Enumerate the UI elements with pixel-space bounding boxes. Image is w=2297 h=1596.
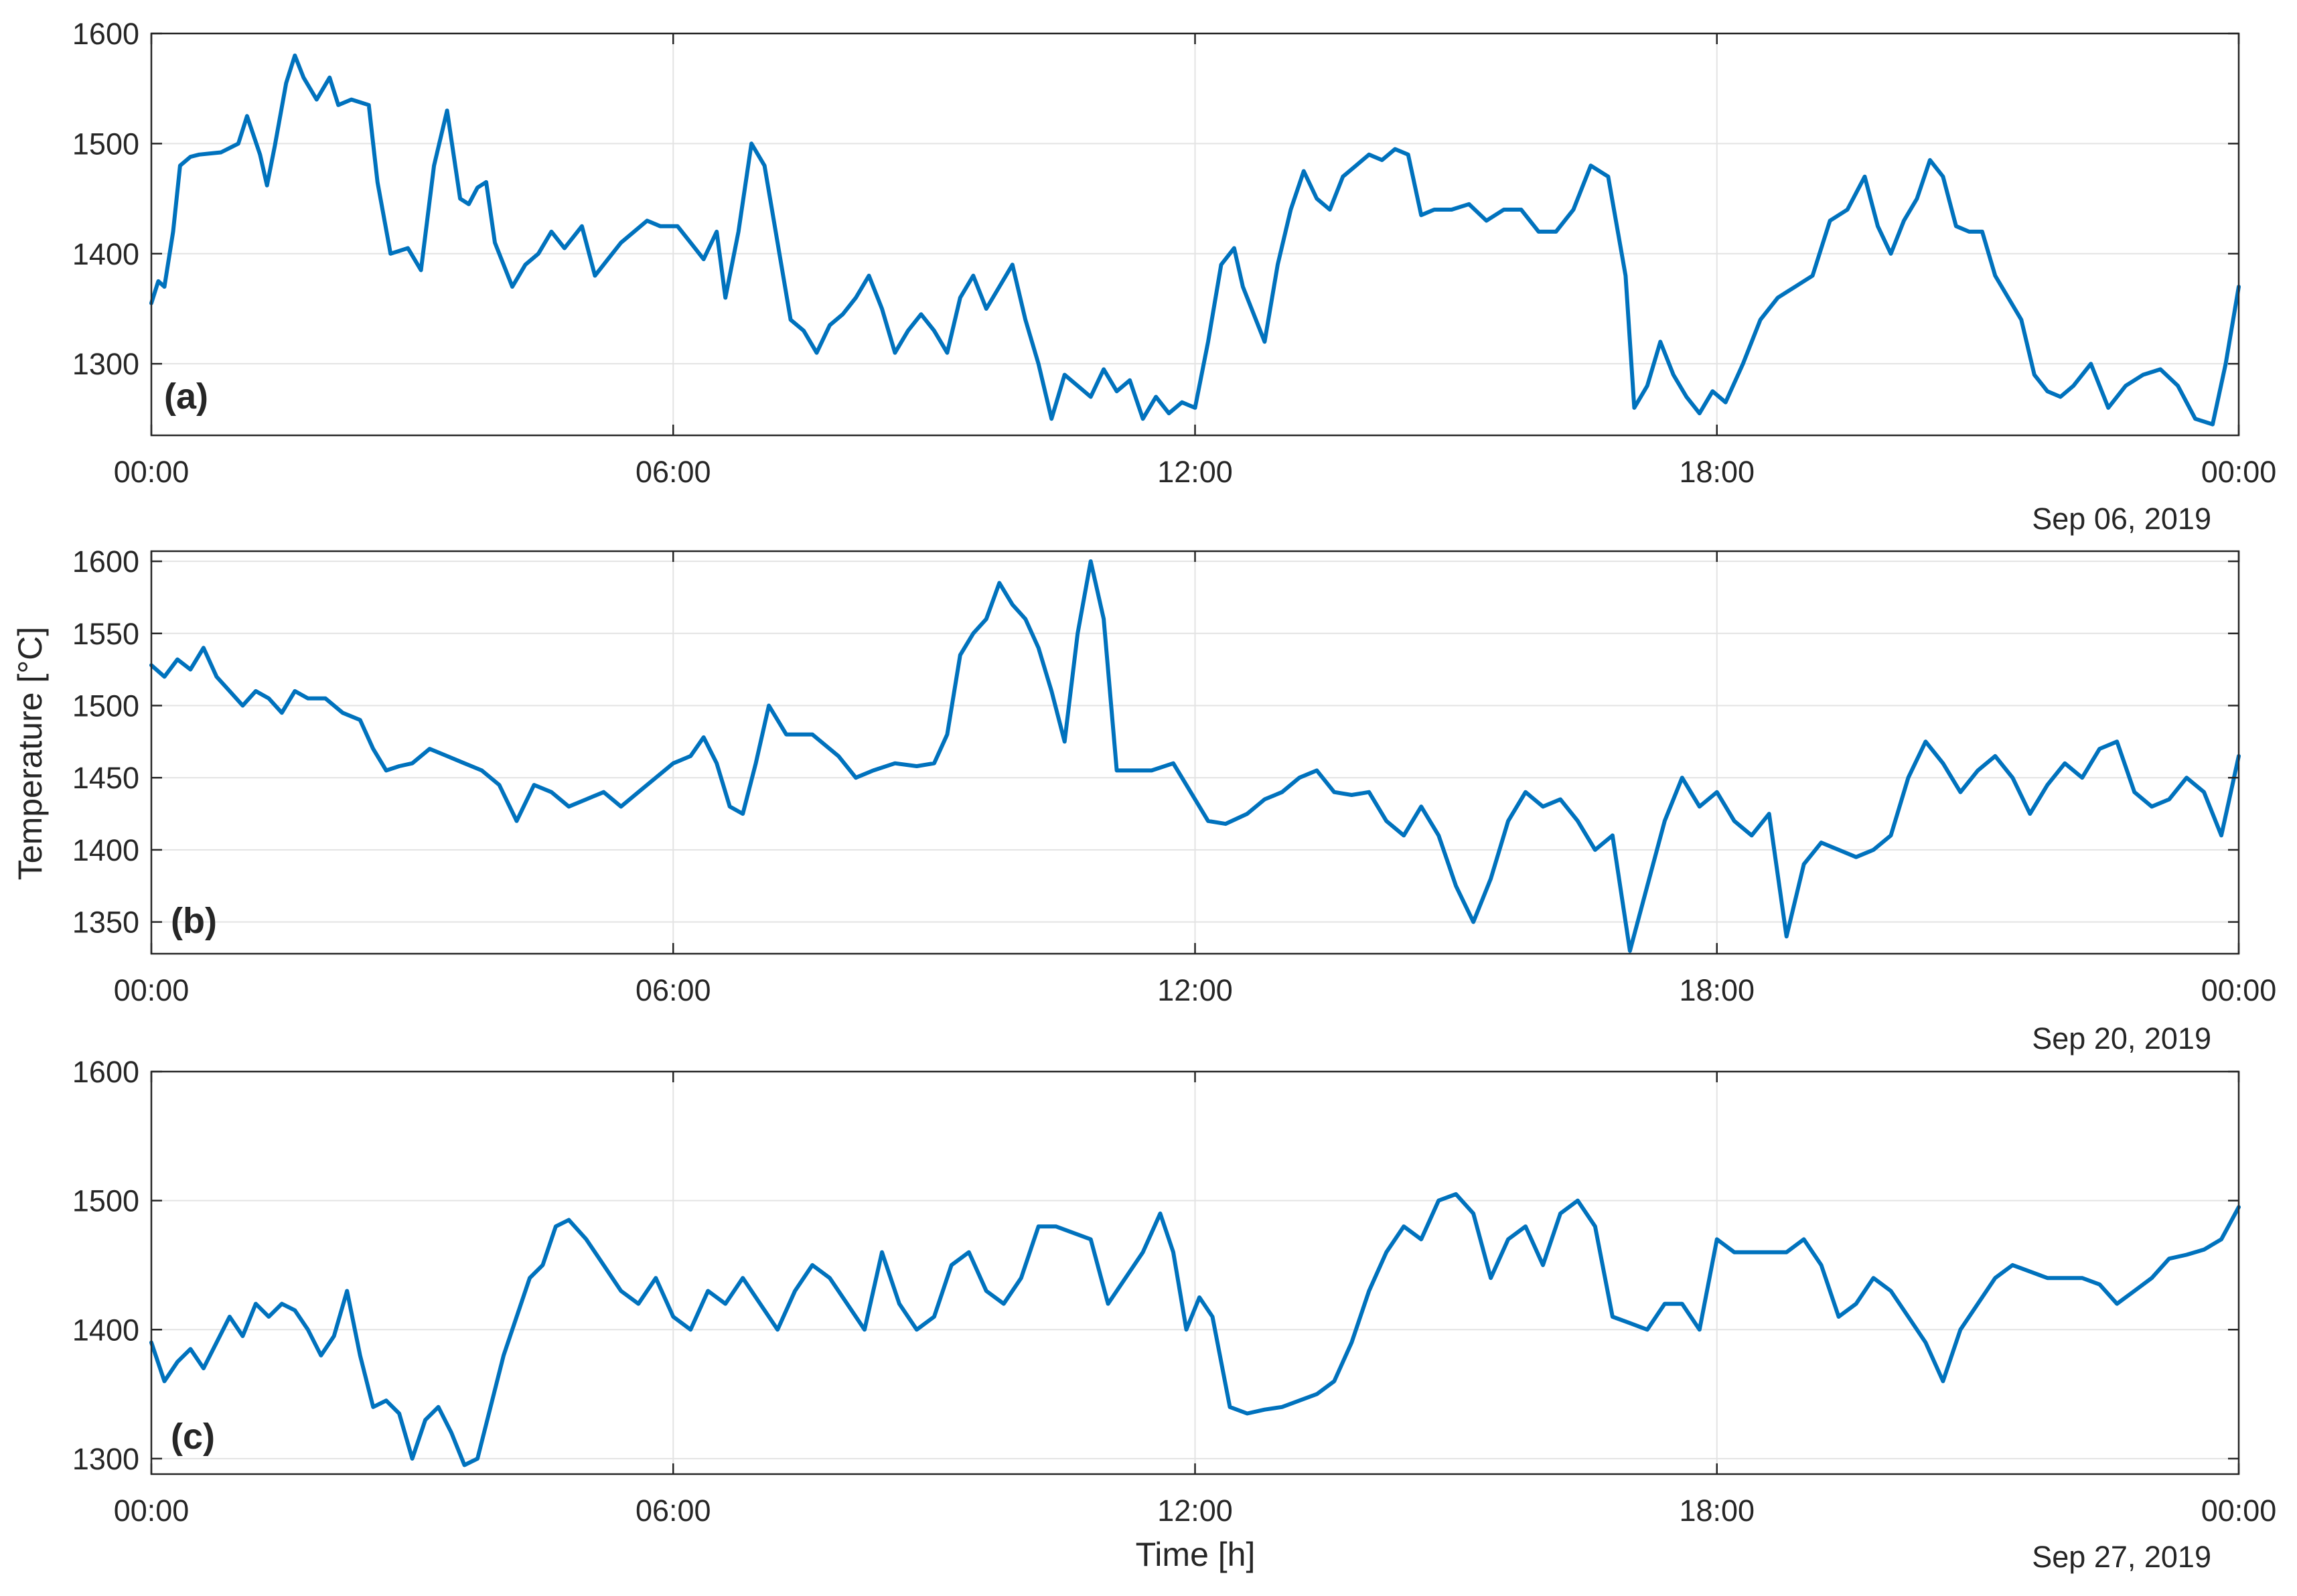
panel-a-line <box>149 53 2241 427</box>
x-axis-label: Time [h] <box>1136 1536 1256 1573</box>
panel-b: 00:00 06:00 12:00 18:00 00:00 1350 1400 1450 150… <box>72 545 2276 1056</box>
x-tick-label: 06:00 <box>636 455 711 489</box>
panel-c-grid <box>151 1072 2239 1474</box>
y-tick-label: 1500 <box>72 688 139 723</box>
panel-b-grid <box>151 551 2239 954</box>
panel-c-label: (c) <box>171 1417 215 1457</box>
y-tick-label: 1600 <box>72 17 139 51</box>
panel-b-line <box>149 559 2241 953</box>
y-tick-label: 1450 <box>72 761 139 795</box>
y-tick-label: 1400 <box>72 1313 139 1347</box>
y-tick-label: 1400 <box>72 237 139 271</box>
panel-a: 00:00 06:00 12:00 18:00 00:00 1300 1400 1500 160… <box>72 17 2276 536</box>
series-line <box>149 559 2241 953</box>
panel-a-ticks: 00:00 06:00 12:00 18:00 00:00 1300 1400 1500 160… <box>72 17 2276 489</box>
x-tick-label: 00:00 <box>2201 455 2277 489</box>
x-tick-label: 06:00 <box>636 1494 711 1528</box>
y-tick-label: 1550 <box>72 617 139 651</box>
panel-c-ticks: 00:00 06:00 12:00 18:00 00:00 1300 1400 1500 160… <box>72 1055 2276 1528</box>
x-tick-label: 18:00 <box>1679 973 1755 1007</box>
y-tick-label: 1500 <box>72 127 139 161</box>
panel-b-ticks: 00:00 06:00 12:00 18:00 00:00 1350 1400 1450 150… <box>72 545 2276 1007</box>
x-tick-label: 00:00 <box>114 973 190 1007</box>
y-tick-label: 1350 <box>72 905 139 940</box>
x-tick-label: 00:00 <box>2201 973 2277 1007</box>
x-tick-label: 00:00 <box>2201 1494 2277 1528</box>
panel-a-label: (a) <box>164 376 208 417</box>
y-tick-label: 1600 <box>72 545 139 579</box>
panel-b-label: (b) <box>171 901 217 941</box>
x-tick-label: 12:00 <box>1157 455 1233 489</box>
panel-c-date: Sep 27, 2019 <box>2032 1540 2211 1574</box>
panel-c: 00:00 06:00 12:00 18:00 00:00 1300 1400 1500 160… <box>72 1055 2276 1574</box>
x-tick-label: 00:00 <box>114 1494 190 1528</box>
x-tick-label: 12:00 <box>1157 1494 1233 1528</box>
y-axis-label: Temperature [°C] <box>11 627 49 880</box>
series-line <box>149 1192 2241 1467</box>
y-tick-label: 1500 <box>72 1184 139 1218</box>
x-tick-label: 18:00 <box>1679 455 1755 489</box>
y-tick-label: 1400 <box>72 833 139 867</box>
x-tick-label: 06:00 <box>636 973 711 1007</box>
x-tick-label: 18:00 <box>1679 1494 1755 1528</box>
panel-a-date: Sep 06, 2019 <box>2032 502 2211 536</box>
x-tick-label: 00:00 <box>114 455 190 489</box>
series-line <box>149 53 2241 427</box>
y-tick-label: 1600 <box>72 1055 139 1089</box>
x-tick-label: 12:00 <box>1157 973 1233 1007</box>
panel-c-line <box>149 1192 2241 1467</box>
panel-b-date: Sep 20, 2019 <box>2032 1021 2211 1056</box>
y-tick-label: 1300 <box>72 1442 139 1476</box>
y-tick-label: 1300 <box>72 347 139 381</box>
